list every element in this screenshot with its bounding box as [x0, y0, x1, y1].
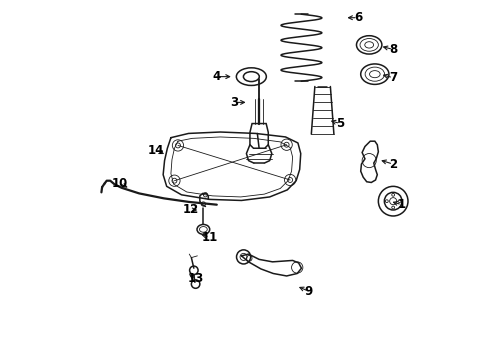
Text: 12: 12	[182, 203, 198, 216]
Text: 8: 8	[389, 43, 397, 56]
Text: 6: 6	[354, 11, 362, 24]
Text: 1: 1	[398, 198, 406, 211]
Text: 3: 3	[230, 96, 239, 109]
Text: 11: 11	[201, 231, 218, 244]
Text: 2: 2	[389, 158, 397, 171]
Text: 5: 5	[336, 117, 344, 130]
Text: 14: 14	[148, 144, 164, 157]
Text: 7: 7	[389, 71, 397, 84]
Text: 4: 4	[213, 70, 221, 83]
Text: 9: 9	[304, 285, 313, 298]
Text: 13: 13	[188, 272, 204, 285]
Text: 10: 10	[112, 177, 128, 190]
